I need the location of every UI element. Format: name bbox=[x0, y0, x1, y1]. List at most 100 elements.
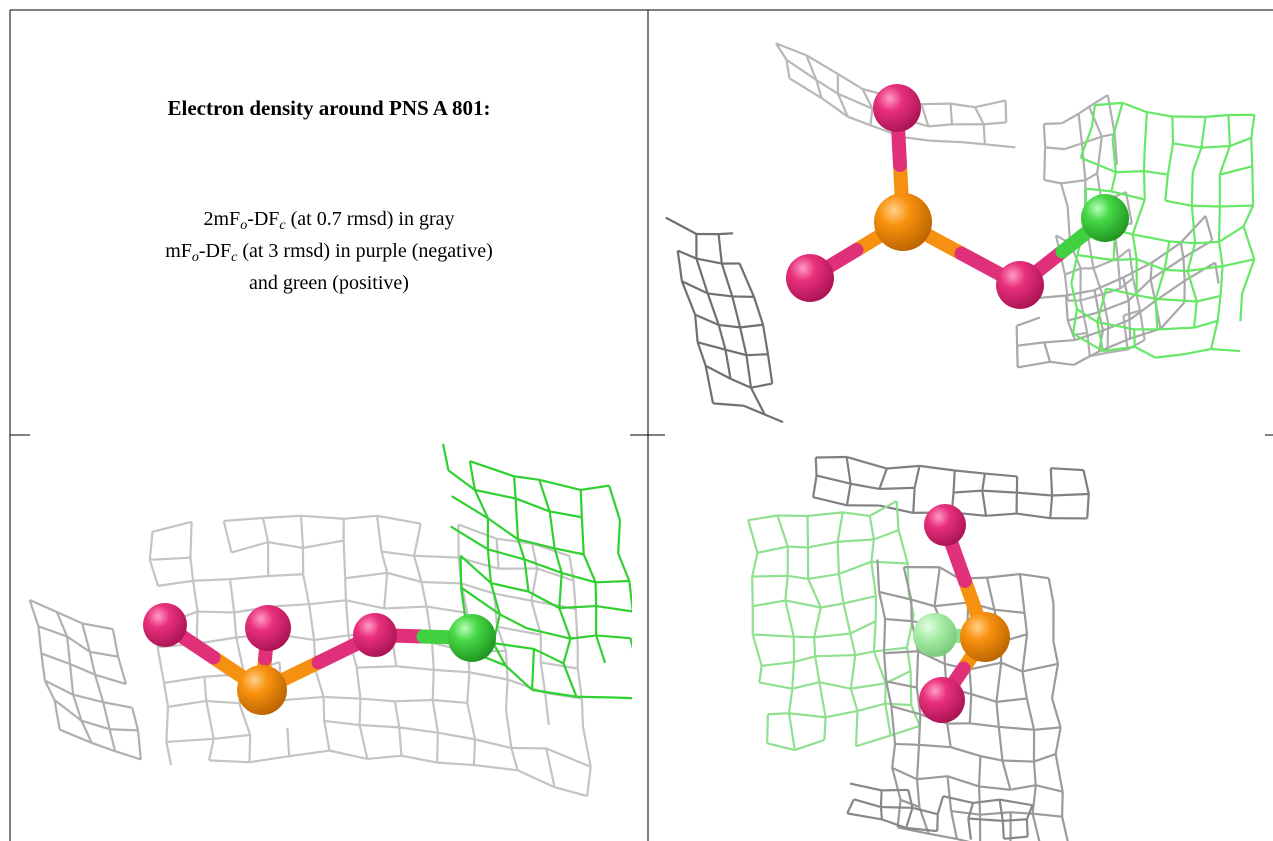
mesh-line bbox=[788, 576, 808, 579]
mesh-line bbox=[1118, 249, 1130, 258]
density-mesh bbox=[30, 43, 1255, 841]
mesh-line bbox=[474, 765, 518, 770]
mesh-line bbox=[911, 671, 912, 705]
mesh-line bbox=[1251, 138, 1252, 166]
mesh-line bbox=[887, 466, 920, 469]
mesh-line bbox=[1018, 362, 1050, 368]
mesh-line bbox=[817, 476, 851, 484]
mesh-line bbox=[1020, 574, 1025, 613]
mesh-line bbox=[879, 488, 914, 489]
mesh-line bbox=[1244, 226, 1255, 259]
mesh-line bbox=[115, 751, 141, 759]
mesh-line bbox=[847, 457, 887, 469]
mesh-line bbox=[1010, 785, 1035, 790]
mesh-line bbox=[467, 703, 475, 739]
mesh-line bbox=[970, 723, 999, 727]
mesh-line bbox=[1165, 175, 1168, 201]
mesh-line bbox=[892, 768, 900, 800]
mesh-line bbox=[433, 700, 438, 733]
mesh-line bbox=[82, 623, 113, 629]
mesh-line bbox=[1056, 754, 1063, 792]
legend-line: and green (positive) bbox=[10, 272, 648, 295]
mesh-line bbox=[1073, 309, 1077, 334]
mesh-line bbox=[329, 751, 367, 759]
mesh-line bbox=[722, 264, 732, 297]
mesh-line bbox=[209, 739, 214, 761]
mesh-line bbox=[1206, 115, 1229, 117]
mesh-line bbox=[898, 800, 901, 828]
atom bbox=[1081, 194, 1129, 242]
mesh-line bbox=[433, 700, 468, 703]
mesh-line bbox=[38, 626, 41, 653]
mesh-line bbox=[70, 664, 73, 695]
mesh-line bbox=[725, 350, 730, 379]
mesh-line bbox=[1221, 266, 1223, 296]
mesh-line bbox=[913, 488, 914, 513]
mesh-line bbox=[555, 787, 588, 796]
mesh-line bbox=[158, 581, 193, 586]
mesh-line bbox=[437, 763, 474, 765]
mesh-line bbox=[954, 491, 983, 493]
mesh-line bbox=[103, 702, 109, 729]
mesh-line bbox=[826, 711, 858, 717]
mesh-line bbox=[230, 579, 234, 612]
mesh-line bbox=[1188, 243, 1196, 271]
molecule bbox=[143, 84, 1129, 723]
mesh-line bbox=[678, 251, 682, 282]
mesh-line bbox=[938, 796, 943, 814]
mesh-line bbox=[902, 137, 929, 141]
mesh-line bbox=[892, 744, 895, 768]
mesh-line bbox=[975, 107, 984, 124]
mesh-line bbox=[303, 574, 309, 604]
mesh-line bbox=[493, 643, 534, 649]
mesh-line bbox=[193, 579, 230, 581]
mesh-line bbox=[678, 251, 697, 259]
mesh-line bbox=[740, 263, 754, 296]
mesh-line bbox=[461, 556, 462, 588]
mesh-line bbox=[895, 744, 919, 745]
mesh-line bbox=[1095, 290, 1099, 312]
mesh-line bbox=[1192, 206, 1220, 207]
atom bbox=[245, 605, 291, 651]
mesh-line bbox=[541, 662, 545, 692]
mesh-line bbox=[919, 745, 951, 747]
mesh-line bbox=[917, 651, 918, 687]
mesh-line bbox=[1062, 792, 1063, 817]
text: mF bbox=[165, 240, 192, 262]
mesh-line bbox=[838, 542, 839, 574]
text: -DF bbox=[247, 208, 279, 230]
mesh-line bbox=[511, 748, 517, 770]
atom bbox=[353, 613, 397, 657]
mesh-line bbox=[732, 296, 740, 327]
mesh-line bbox=[794, 637, 814, 638]
mesh-line bbox=[1195, 242, 1219, 243]
mesh-line bbox=[850, 784, 882, 791]
mesh-line bbox=[470, 461, 514, 476]
mesh-line bbox=[748, 515, 777, 520]
mesh-line bbox=[1002, 761, 1034, 762]
atom bbox=[237, 665, 287, 715]
mesh-line bbox=[395, 700, 433, 701]
mesh-line bbox=[596, 581, 630, 582]
mesh-line bbox=[751, 384, 772, 388]
figure-art bbox=[0, 0, 1273, 841]
mesh-line bbox=[777, 515, 787, 546]
mesh-line bbox=[198, 612, 235, 613]
mesh-line bbox=[767, 714, 768, 743]
mesh-line bbox=[1165, 201, 1192, 206]
mesh-line bbox=[541, 662, 578, 668]
mesh-line bbox=[1164, 270, 1187, 271]
mesh-line bbox=[301, 516, 344, 519]
mesh-line bbox=[399, 727, 438, 732]
mesh-line bbox=[421, 582, 461, 583]
mesh-line bbox=[740, 327, 746, 355]
mesh-line bbox=[765, 415, 783, 423]
mesh-line bbox=[819, 682, 825, 717]
mesh-line bbox=[451, 526, 488, 549]
mesh-line bbox=[1022, 671, 1026, 698]
mesh-line bbox=[1145, 112, 1147, 149]
mesh-line bbox=[996, 663, 1001, 702]
mesh-line bbox=[1173, 143, 1201, 147]
mesh-line bbox=[871, 539, 874, 561]
mesh-line bbox=[874, 648, 907, 652]
